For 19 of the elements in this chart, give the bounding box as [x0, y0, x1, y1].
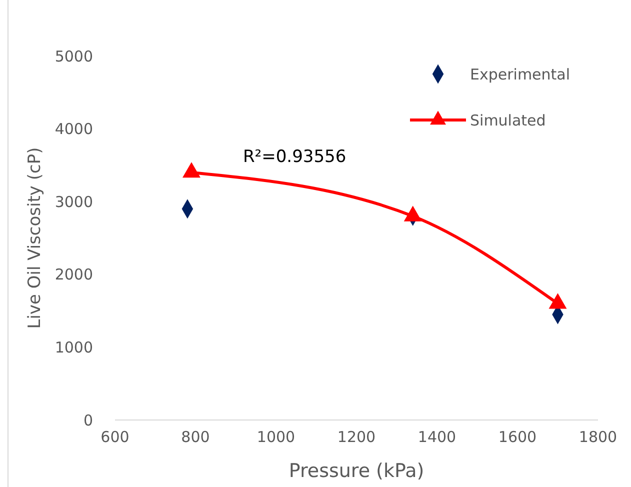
y-axis-title: Live Oil Viscosity (cP) — [25, 147, 45, 329]
legend-label: Simulated — [470, 111, 546, 130]
y-tick-label: 5000 — [54, 47, 93, 66]
x-tick-label: 1800 — [578, 428, 618, 446]
x-tick-label: 1400 — [418, 428, 456, 446]
y-tick-label: 1000 — [54, 338, 93, 356]
x-axis-title: Pressure (kPa) — [288, 460, 424, 482]
x-tick-label: 600 — [100, 428, 130, 446]
x-tick-label: 1200 — [337, 428, 376, 446]
x-tick-label: 1000 — [256, 428, 296, 446]
x-tick-label: 800 — [181, 428, 210, 446]
point — [182, 162, 200, 178]
y-tick-label: 0 — [83, 411, 93, 430]
annotation: R²=0.93556 — [243, 147, 346, 167]
x-tick-label: 1600 — [498, 428, 537, 446]
y-tick-label: 4000 — [54, 120, 93, 138]
y-tick-label: 2000 — [54, 266, 93, 284]
y-tick-label: 3000 — [54, 192, 93, 211]
legend-label: Experimental — [470, 65, 570, 84]
